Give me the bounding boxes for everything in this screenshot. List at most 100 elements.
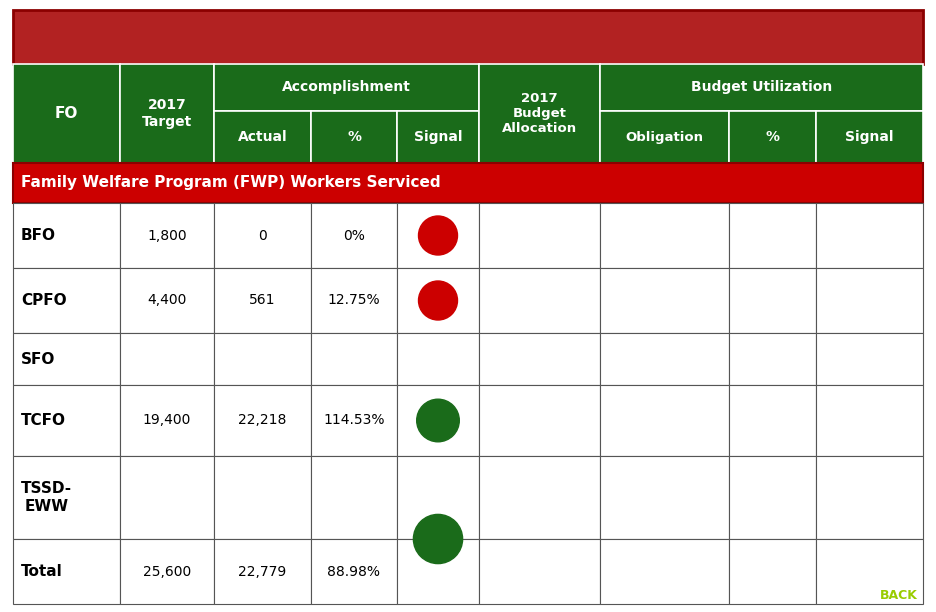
- Text: 1,800: 1,800: [147, 228, 187, 242]
- Text: %: %: [766, 130, 780, 144]
- Bar: [600, 333, 729, 385]
- Bar: [600, 203, 729, 268]
- Bar: [397, 111, 479, 163]
- Bar: [816, 456, 923, 539]
- Bar: [13, 64, 923, 163]
- Bar: [13, 539, 120, 604]
- Bar: [214, 385, 311, 456]
- Bar: [13, 456, 120, 539]
- Bar: [397, 456, 479, 539]
- Text: 2017
Budget
Allocation: 2017 Budget Allocation: [502, 92, 578, 135]
- Bar: [729, 333, 816, 385]
- Text: TCFO: TCFO: [21, 413, 66, 428]
- Bar: [120, 456, 214, 539]
- Bar: [311, 203, 397, 268]
- Text: BACK: BACK: [880, 589, 918, 602]
- Text: Total: Total: [21, 564, 63, 579]
- Bar: [729, 456, 816, 539]
- Text: 88.98%: 88.98%: [328, 564, 381, 578]
- Text: Signal: Signal: [414, 130, 462, 144]
- Text: 19,400: 19,400: [143, 414, 191, 428]
- Bar: [816, 333, 923, 385]
- Bar: [214, 111, 311, 163]
- Bar: [600, 268, 729, 333]
- Text: 25,600: 25,600: [143, 564, 191, 578]
- Bar: [479, 385, 600, 456]
- Circle shape: [418, 281, 458, 320]
- Text: 22,218: 22,218: [239, 414, 286, 428]
- Bar: [816, 385, 923, 456]
- Bar: [397, 333, 479, 385]
- Circle shape: [414, 515, 462, 564]
- Text: 0: 0: [258, 228, 267, 242]
- Text: 22,779: 22,779: [239, 564, 286, 578]
- Bar: [13, 385, 120, 456]
- Circle shape: [418, 216, 458, 255]
- Text: 0%: 0%: [344, 228, 365, 242]
- Text: TSSD-
EWW: TSSD- EWW: [21, 481, 72, 513]
- Bar: [13, 268, 120, 333]
- Bar: [816, 111, 923, 163]
- Bar: [729, 268, 816, 333]
- Text: 4,400: 4,400: [147, 294, 186, 307]
- Text: Obligation: Obligation: [625, 130, 704, 143]
- Bar: [120, 268, 214, 333]
- Bar: [120, 385, 214, 456]
- Bar: [397, 385, 479, 456]
- Bar: [13, 333, 120, 385]
- Text: FO: FO: [55, 106, 79, 121]
- Bar: [397, 203, 479, 268]
- Bar: [397, 539, 479, 604]
- Bar: [214, 268, 311, 333]
- Bar: [13, 10, 923, 64]
- Bar: [816, 268, 923, 333]
- Bar: [311, 539, 397, 604]
- Bar: [479, 456, 600, 539]
- Bar: [13, 163, 923, 203]
- Bar: [479, 203, 600, 268]
- Text: Family Welfare Program (FWP) Workers Serviced: Family Welfare Program (FWP) Workers Ser…: [21, 176, 441, 190]
- Bar: [311, 111, 397, 163]
- Bar: [600, 385, 729, 456]
- Text: Accomplishment: Accomplishment: [282, 81, 411, 94]
- Circle shape: [417, 399, 460, 442]
- Text: Signal: Signal: [845, 130, 894, 144]
- Bar: [214, 539, 311, 604]
- Bar: [214, 64, 479, 111]
- Bar: [729, 385, 816, 456]
- Text: 12.75%: 12.75%: [328, 294, 380, 307]
- Text: 114.53%: 114.53%: [323, 414, 385, 428]
- Bar: [311, 385, 397, 456]
- Bar: [600, 111, 729, 163]
- Text: SFO: SFO: [21, 351, 55, 367]
- Bar: [13, 203, 120, 268]
- Bar: [214, 456, 311, 539]
- Bar: [600, 539, 729, 604]
- Bar: [311, 333, 397, 385]
- Bar: [311, 456, 397, 539]
- Bar: [729, 203, 816, 268]
- Bar: [479, 268, 600, 333]
- Bar: [120, 203, 214, 268]
- Text: Actual: Actual: [238, 130, 287, 144]
- Bar: [13, 64, 120, 163]
- Bar: [729, 111, 816, 163]
- Bar: [816, 203, 923, 268]
- Bar: [120, 64, 214, 163]
- Bar: [214, 203, 311, 268]
- Bar: [120, 333, 214, 385]
- Bar: [479, 333, 600, 385]
- Bar: [479, 64, 600, 163]
- Bar: [816, 539, 923, 604]
- Text: 561: 561: [249, 294, 276, 307]
- Bar: [214, 333, 311, 385]
- Text: CPFO: CPFO: [21, 293, 66, 308]
- Text: BFO: BFO: [21, 228, 56, 243]
- Bar: [397, 268, 479, 333]
- Bar: [729, 539, 816, 604]
- Text: 2017
Target: 2017 Target: [142, 99, 192, 129]
- Bar: [120, 539, 214, 604]
- Text: Budget Utilization: Budget Utilization: [691, 81, 832, 94]
- Bar: [600, 64, 923, 111]
- Bar: [311, 268, 397, 333]
